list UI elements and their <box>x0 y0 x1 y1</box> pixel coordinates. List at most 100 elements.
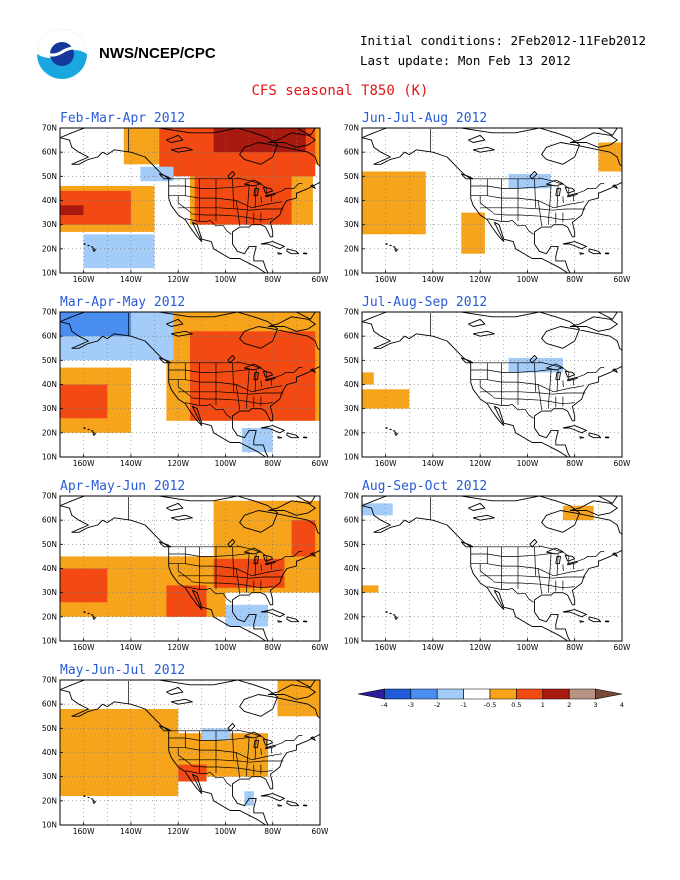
coastline <box>555 371 561 381</box>
political-border <box>534 546 537 576</box>
coastline <box>158 173 172 180</box>
longitude-label: 160W <box>375 643 397 652</box>
coastline <box>60 680 320 825</box>
coastline <box>460 541 474 548</box>
political-border <box>556 185 559 208</box>
coastline <box>562 241 587 250</box>
coastline <box>158 725 172 732</box>
anomaly-minus1-6 <box>60 312 131 337</box>
political-border <box>168 737 250 741</box>
political-border <box>537 384 542 410</box>
coastline <box>60 137 267 273</box>
latitude-label: 60N <box>344 516 359 525</box>
coastline <box>243 547 262 555</box>
last-update: Last update: Mon Feb 13 2012 <box>360 53 571 68</box>
political-border <box>178 575 284 579</box>
coastline <box>605 436 610 439</box>
political-border <box>254 369 257 392</box>
coastline <box>166 318 184 327</box>
longitude-label: 160W <box>73 459 95 468</box>
coastline <box>303 436 308 439</box>
anomaly-plus05-1 <box>461 212 485 254</box>
noaa-logo <box>37 29 87 79</box>
coastline <box>294 312 316 320</box>
latitude-label: 10N <box>42 269 57 278</box>
coastline <box>83 243 86 245</box>
coastline <box>569 316 618 332</box>
coastline <box>92 615 96 620</box>
political-border <box>254 185 257 208</box>
latitude-label: 50N <box>42 356 57 365</box>
latitude-label: 60N <box>344 148 359 157</box>
political-border <box>562 564 564 571</box>
anomaly-plus05-0 <box>362 389 410 409</box>
longitude-label: 60W <box>312 827 330 836</box>
coastline <box>83 611 86 613</box>
coastline <box>362 128 622 273</box>
political-border <box>473 361 605 381</box>
colorbar-tick-label: 3 <box>594 701 598 709</box>
organization-name: NWS/NCEP/CPC <box>99 45 216 62</box>
political-border <box>479 563 494 581</box>
map-panel-mam: 70N 60N 50N 40N 30N 20N 10N 160W 140W 120W 100W 80W… <box>42 308 329 469</box>
political-border <box>470 195 585 209</box>
latitude-label: 70N <box>344 492 359 501</box>
longitude-label: 160W <box>73 827 95 836</box>
coastline <box>90 245 94 248</box>
coastline <box>564 554 576 562</box>
political-border <box>487 586 534 603</box>
political-border <box>534 178 537 208</box>
coastline <box>303 620 308 623</box>
coastline <box>460 173 474 180</box>
latitude-label: 70N <box>42 308 57 317</box>
coastline <box>529 355 538 364</box>
political-border <box>177 195 192 213</box>
political-border <box>168 195 283 209</box>
political-border <box>185 402 232 419</box>
political-border <box>473 545 605 565</box>
coastline <box>286 432 300 439</box>
political-border <box>232 730 235 760</box>
latitude-label: 10N <box>42 637 57 646</box>
colorbar-segment <box>568 688 596 700</box>
coastline <box>468 134 486 143</box>
longitude-label: 140W <box>120 643 142 652</box>
panel-title-aso: Aug-Sep-Oct 2012 <box>362 479 488 494</box>
coastline <box>394 247 398 252</box>
colorbar-segment <box>357 688 385 700</box>
latitude-label: 40N <box>42 380 57 389</box>
coastline <box>303 252 308 255</box>
longitude-label: 140W <box>422 459 444 468</box>
map-panel-amj: 70N 60N 50N 40N 30N 20N 10N 160W 140W 120W 100W 80W… <box>42 492 329 653</box>
coastline <box>588 248 602 255</box>
coastline <box>60 128 320 273</box>
anomaly-plus2-7 <box>60 205 84 215</box>
political-border <box>168 563 283 577</box>
coastline <box>92 431 96 436</box>
map-panel-jas: 70N 60N 50N 40N 30N 20N 10N 160W 140W 120W 100W 80W… <box>344 308 631 469</box>
latitude-label: 70N <box>42 676 57 685</box>
colorbar-segment <box>384 688 412 700</box>
coastline <box>596 312 618 320</box>
coastline <box>92 247 96 252</box>
colorbar-segment <box>516 688 544 700</box>
coastline <box>60 496 320 641</box>
anomaly-minus05-2 <box>362 503 393 516</box>
coastline <box>362 496 622 641</box>
latitude-label: 30N <box>42 220 57 229</box>
coastline <box>170 146 193 153</box>
latitude-label: 40N <box>344 196 359 205</box>
map-panel-jja: 70N 60N 50N 40N 30N 20N 10N 160W 140W 120W 100W 80W… <box>344 124 631 285</box>
political-border <box>185 586 232 603</box>
coastline <box>624 356 638 368</box>
latitude-label: 30N <box>42 404 57 413</box>
political-border <box>246 369 250 409</box>
colorbar-segment <box>463 688 491 700</box>
coastline <box>322 724 336 736</box>
map-panel-mjj: 70N 60N 50N 40N 30N 20N 10N 160W 140W 120W 100W 80W… <box>42 676 329 837</box>
longitude-label: 80W <box>264 275 282 284</box>
panel-title-mjj: May-Jun-Jul 2012 <box>60 663 186 678</box>
panel-title-mam: Mar-Apr-May 2012 <box>60 295 186 310</box>
longitude-label: 80W <box>264 643 282 652</box>
anomaly-plus05-0 <box>60 709 179 796</box>
